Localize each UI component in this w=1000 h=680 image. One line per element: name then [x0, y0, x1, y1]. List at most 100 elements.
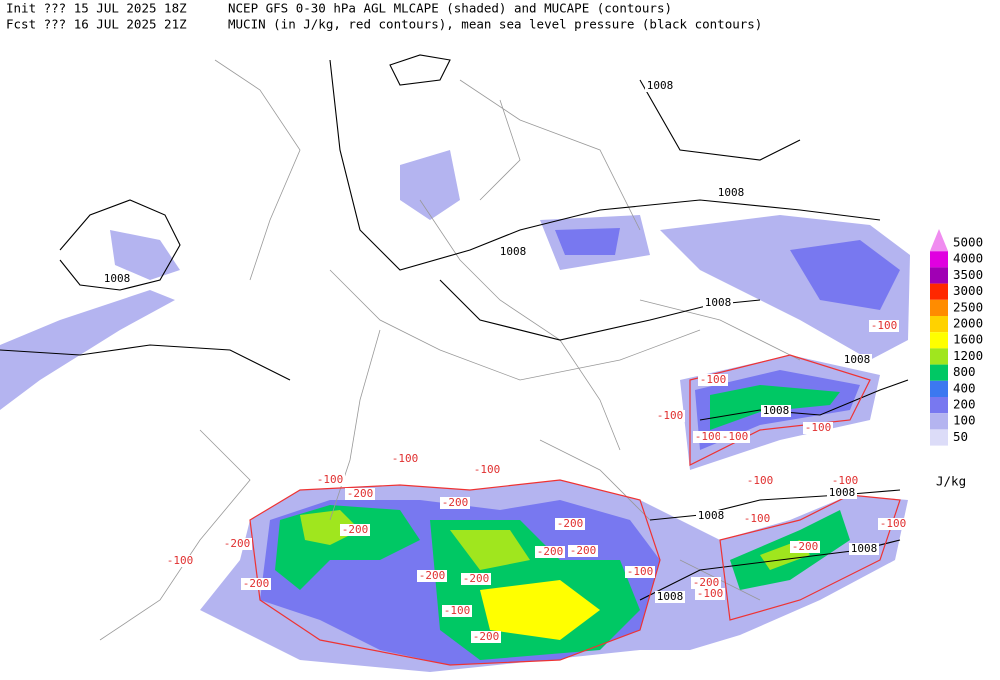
label-bg: [645, 80, 675, 92]
cin-label: -100: [697, 587, 724, 600]
label-bg: [625, 566, 655, 578]
label-bg: [555, 518, 585, 530]
legend-swatch: [930, 332, 948, 349]
label-bg: [703, 297, 733, 309]
legend-swatch: [930, 397, 948, 414]
label-bg: [440, 497, 470, 509]
cin-label: -100: [832, 474, 859, 487]
pressure-label: 1008: [104, 272, 131, 285]
label-bg: [345, 488, 375, 500]
label-bg: [568, 545, 598, 557]
label-bg: [461, 573, 491, 585]
legend-label: 400: [953, 380, 976, 395]
header-text: Init ??? 15 JUL 2025 18Z: [6, 1, 187, 16]
pressure-label: 1008: [647, 79, 674, 92]
label-bg: [742, 513, 772, 525]
label-bg: [842, 354, 872, 366]
label-bg: [803, 422, 833, 434]
cin-label: -100: [474, 463, 501, 476]
legend-swatch: [930, 229, 948, 251]
header: Init ??? 15 JUL 2025 18Z NCEP GFS 0-30 h…: [6, 1, 762, 32]
pressure-label: 1008: [844, 353, 871, 366]
cape-area: [300, 510, 360, 545]
label-bg: [498, 246, 528, 258]
label-bg: [655, 591, 685, 603]
legend-swatch: [930, 429, 948, 446]
legend-swatch: [930, 348, 948, 365]
label-bg: [471, 631, 501, 643]
legend-label: 3500: [953, 267, 983, 282]
cin-label: -100: [744, 512, 771, 525]
label-bg: [827, 487, 857, 499]
legend-unit: J/kg: [936, 474, 966, 489]
header-text: MUCIN (in J/kg, red contours), mean sea …: [228, 17, 762, 32]
cin-label: -200: [792, 540, 819, 553]
pressure-label: 1008: [698, 509, 725, 522]
isobar: [639, 79, 801, 161]
cin-label: -200: [570, 544, 597, 557]
legend-label: 50: [953, 429, 968, 444]
cin-label: -100: [444, 604, 471, 617]
cape-area: [0, 290, 175, 410]
label-bg: [869, 320, 899, 332]
cin-label: -200: [693, 576, 720, 589]
label-bg: [698, 374, 728, 386]
label-bg: [241, 578, 271, 590]
legend-label: 800: [953, 364, 976, 379]
label-bg: [655, 410, 685, 422]
cape-area: [400, 150, 460, 220]
isobar: [59, 199, 181, 291]
legend-label: 200: [953, 397, 976, 412]
header-text: Fcst ??? 16 JUL 2025 21Z: [6, 17, 187, 32]
isobar: [699, 379, 909, 421]
label-bg: [696, 510, 726, 522]
label-bg: [222, 538, 252, 550]
legend-label: 2500: [953, 299, 983, 314]
cin-label: -200: [243, 577, 270, 590]
label-bg: [165, 555, 195, 567]
isobar: [329, 59, 881, 271]
label-bg: [849, 543, 879, 555]
cin-label: -100: [392, 452, 419, 465]
isobar: [649, 489, 901, 521]
label-bg: [830, 475, 860, 487]
cin-label: -200: [419, 569, 446, 582]
legend-label: 2000: [953, 316, 983, 331]
cape-area: [480, 580, 600, 640]
label-bg: [693, 431, 723, 443]
cape-area: [110, 230, 180, 280]
cape-area: [450, 530, 530, 570]
cin-label: -100: [871, 319, 898, 332]
cin-label: -200: [557, 517, 584, 530]
pressure-label: 1008: [500, 245, 527, 258]
legend-label: 5000: [953, 235, 983, 250]
cin-label: -100: [722, 430, 749, 443]
legend-label: 1600: [953, 332, 983, 347]
contour-labels: 1008 1008 1008 1008 1008 1008 1008 1008 1008 1008…: [102, 79, 908, 643]
cin-contour: [249, 479, 661, 666]
cin-label: -100: [695, 430, 722, 443]
isobar: [0, 344, 291, 381]
legend-label: 100: [953, 413, 976, 428]
cape-area: [555, 228, 620, 255]
pressure-label: 1008: [657, 590, 684, 603]
cin-label: -200: [537, 545, 564, 558]
cin-label: -100: [657, 409, 684, 422]
label-bg: [761, 405, 791, 417]
legend-swatch: [930, 299, 948, 316]
cin-label: -200: [442, 496, 469, 509]
cin-label: -100: [700, 373, 727, 386]
cin-label: -100: [880, 517, 907, 530]
cin-label: -100: [747, 474, 774, 487]
pressure-label: 1008: [851, 542, 878, 555]
pressure-label: 1008: [763, 404, 790, 417]
legend-swatch: [930, 251, 948, 268]
header-text: NCEP GFS 0-30 hPa AGL MLCAPE (shaded) an…: [228, 1, 672, 16]
legend-swatch: [930, 380, 948, 397]
cin-label: -200: [224, 537, 251, 550]
pressure-label: 1008: [718, 186, 745, 199]
legend-label: 1200: [953, 348, 983, 363]
label-bg: [535, 546, 565, 558]
